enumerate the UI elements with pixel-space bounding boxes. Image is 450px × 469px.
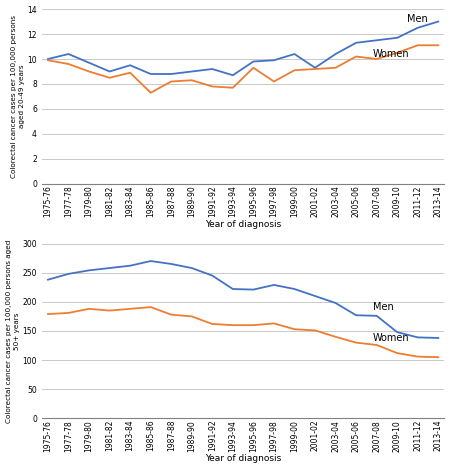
X-axis label: Year of diagnosis: Year of diagnosis [205, 220, 281, 229]
X-axis label: Year of diagnosis: Year of diagnosis [205, 454, 281, 463]
Text: Women: Women [373, 49, 409, 59]
Text: Women: Women [373, 333, 409, 343]
Text: Men: Men [407, 14, 428, 24]
Y-axis label: Colorectal cancer cases per 100,000 persons aged
50+ years: Colorectal cancer cases per 100,000 pers… [5, 239, 19, 423]
Y-axis label: Colorectal cancer cases per 100,000 persons
aged 20-49 years: Colorectal cancer cases per 100,000 pers… [10, 15, 25, 178]
Text: Men: Men [373, 303, 393, 312]
